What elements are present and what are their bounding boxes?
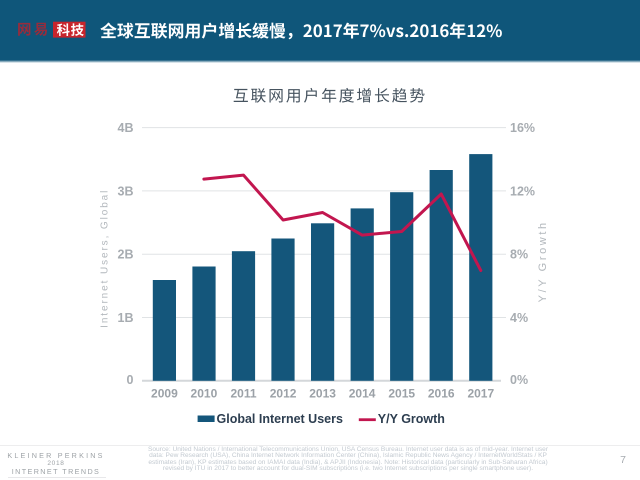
- svg-text:2011: 2011: [230, 387, 256, 401]
- svg-text:2016: 2016: [428, 387, 455, 401]
- svg-text:2009: 2009: [151, 387, 178, 401]
- svg-text:2010: 2010: [191, 387, 218, 401]
- svg-text:2013: 2013: [309, 387, 336, 401]
- svg-text:4B: 4B: [118, 121, 134, 135]
- svg-text:3B: 3B: [118, 184, 134, 198]
- svg-text:2014: 2014: [349, 387, 376, 401]
- svg-text:8%: 8%: [510, 248, 528, 262]
- svg-text:Global Internet Users: Global Internet Users: [217, 412, 343, 426]
- svg-text:1B: 1B: [118, 311, 134, 325]
- svg-text:Internet Users, Global: Internet Users, Global: [100, 189, 111, 328]
- svg-text:2B: 2B: [118, 248, 134, 262]
- svg-text:Y/Y Growth: Y/Y Growth: [537, 220, 549, 302]
- svg-text:12%: 12%: [510, 184, 535, 198]
- svg-text:4%: 4%: [510, 311, 528, 325]
- svg-text:2015: 2015: [388, 387, 415, 401]
- svg-text:Y/Y Growth: Y/Y Growth: [378, 412, 445, 426]
- svg-text:2012: 2012: [270, 387, 297, 401]
- svg-text:0%: 0%: [510, 373, 528, 387]
- svg-text:2017: 2017: [467, 387, 494, 401]
- svg-text:0: 0: [127, 373, 134, 387]
- svg-text:16%: 16%: [510, 121, 535, 135]
